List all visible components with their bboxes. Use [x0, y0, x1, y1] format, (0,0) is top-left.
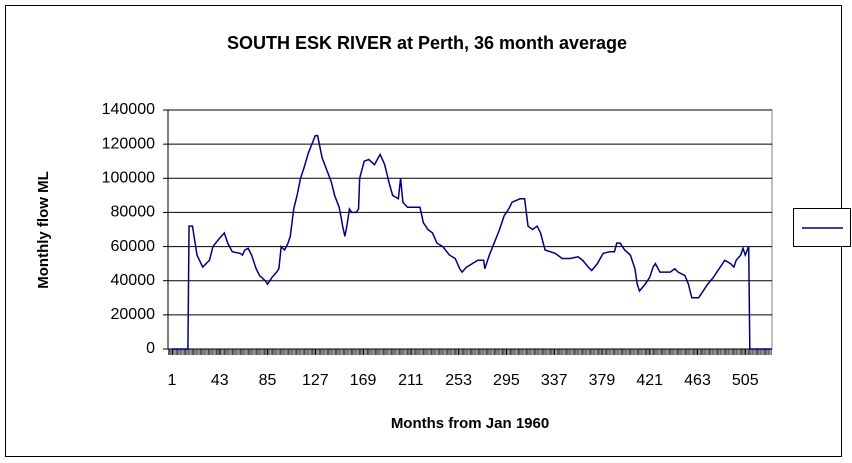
x-tick-label: 127	[302, 372, 329, 389]
x-tick-label: 463	[684, 372, 711, 389]
x-tick-label: 43	[211, 372, 229, 389]
x-tick-label: 295	[493, 372, 520, 389]
x-tick-label: 85	[259, 372, 277, 389]
x-tick-label: 421	[636, 372, 663, 389]
x-tick-label: 337	[541, 372, 568, 389]
plot-area	[167, 109, 773, 350]
y-tick-label: 20000	[111, 306, 156, 323]
y-tick-label: 80000	[111, 204, 156, 221]
y-tick-label: 100000	[102, 170, 155, 187]
x-tick-label: 253	[445, 372, 472, 389]
y-tick-label: 60000	[111, 238, 156, 255]
minor-ticks	[168, 349, 772, 355]
x-tick-label: 211	[398, 372, 424, 389]
x-tick-label: 1	[168, 372, 177, 389]
y-tick-label: 120000	[102, 135, 155, 152]
y-tick-label: 40000	[111, 272, 156, 289]
x-tick-label: 379	[589, 372, 616, 389]
x-tick-label: 169	[350, 372, 377, 389]
y-tick-label: 140000	[102, 101, 155, 118]
series-line	[171, 134, 772, 350]
x-axis-title: Months from Jan 1960	[391, 415, 549, 432]
chart-title: SOUTH ESK RIVER at Perth, 36 month avera…	[227, 33, 627, 53]
y-axis-title: Monthly flow ML	[35, 171, 52, 288]
x-tick-label: 505	[732, 372, 759, 389]
y-tick-label: 0	[146, 340, 155, 357]
